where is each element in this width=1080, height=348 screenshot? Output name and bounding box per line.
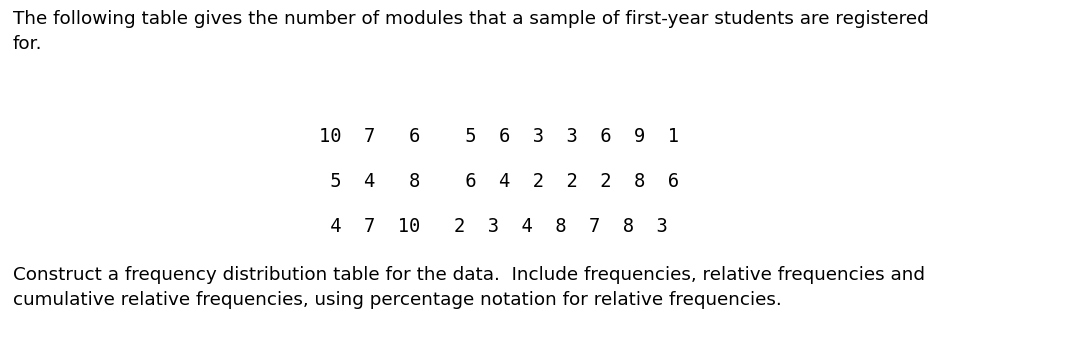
Text: 4  7  10   2  3  4  8  7  8  3: 4 7 10 2 3 4 8 7 8 3 bbox=[319, 218, 667, 237]
Text: 10  7   6    5  6  3  3  6  9  1: 10 7 6 5 6 3 3 6 9 1 bbox=[319, 127, 678, 146]
Text: 5  4   8    6  4  2  2  2  8  6: 5 4 8 6 4 2 2 2 8 6 bbox=[319, 172, 678, 191]
Text: The following table gives the number of modules that a sample of first-year stud: The following table gives the number of … bbox=[13, 10, 929, 53]
Text: Construct a frequency distribution table for the data.  Include frequencies, rel: Construct a frequency distribution table… bbox=[13, 266, 924, 309]
